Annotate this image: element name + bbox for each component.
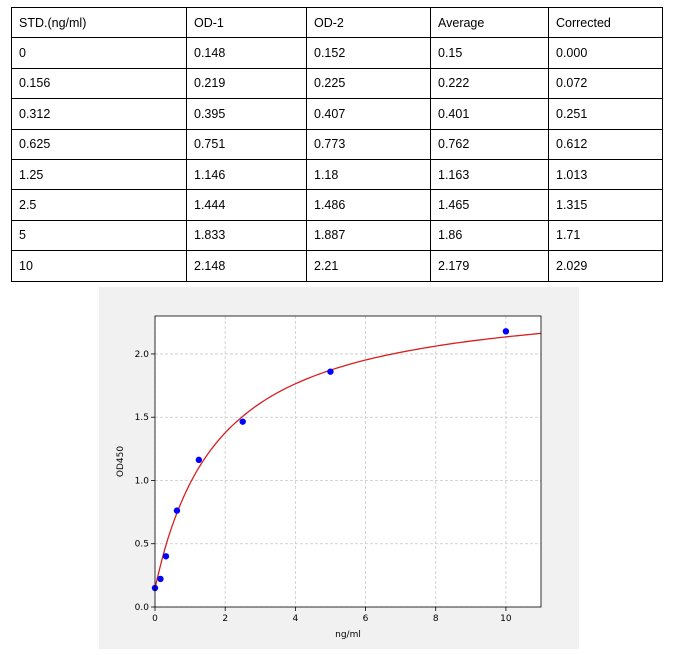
table-header-row: STD.(ng/ml) OD-1 OD-2 Average Corrected [11,6,663,39]
table-cell: 0.401 [430,98,549,130]
table-cell: 1.833 [186,219,307,252]
table-header-cell: STD.(ng/ml) [11,6,187,39]
data-point [239,418,246,425]
standard-curve-chart: 0 2 4 6 8 10 0.0 0.5 1.0 1.5 2.0 ng/ml OD450 [116,315,542,640]
table-cell: 0.225 [306,67,431,100]
y-tick-label: 0.0 [135,603,150,613]
table-row: 0 0.148 0.152 0.15 0.000 [11,37,663,69]
table-cell: 0 [11,37,187,69]
table-row: 10 2.148 2.21 2.179 2.029 [11,250,663,282]
table-cell: 0.312 [11,98,187,130]
table-cell: 0.156 [11,67,187,100]
table-cell: 1.86 [430,219,549,252]
table-header-cell: Average [430,6,549,39]
standard-curve-table: STD.(ng/ml) OD-1 OD-2 Average Corrected 0 0.14… [11,6,663,282]
data-point [173,507,181,514]
table-cell: 0.773 [306,128,431,160]
data-point [502,328,510,335]
table-cell: 1.444 [186,189,307,221]
table-cell: 1.013 [548,158,663,191]
table-cell: 1.163 [430,158,549,191]
table-header-cell: OD-1 [186,6,307,39]
table-cell: 0.251 [548,98,663,130]
table-cell: 5 [11,219,187,252]
table-cell: 1.887 [306,219,431,252]
data-point [157,575,164,583]
table-row: 5 1.833 1.887 1.86 1.71 [11,219,663,252]
x-axis-label: ng/ml [335,630,361,640]
x-tick-label: 6 [363,614,369,624]
table-cell: 0.612 [548,128,663,160]
table-cell: 1.71 [548,219,663,252]
table-body: STD.(ng/ml) OD-1 OD-2 Average Corrected 0 0.14… [11,6,663,282]
y-tick-label: 1.5 [135,413,149,423]
table-cell: 0.219 [186,67,307,100]
table-row: 1.25 1.146 1.18 1.163 1.013 [11,158,663,191]
table-header-cell: OD-2 [306,6,431,39]
table-cell: 2.21 [306,250,431,282]
table-cell: 0.152 [306,37,431,69]
table-cell: 0.407 [306,98,431,130]
table-cell: 0.000 [548,37,663,69]
table-cell: 0.762 [430,128,549,160]
chart-panel: 0 2 4 6 8 10 0.0 0.5 1.0 1.5 2.0 ng/ml OD450 [99,287,579,649]
data-point [195,456,203,464]
table-cell: 1.465 [430,189,549,221]
table-cell: 1.315 [548,189,663,221]
table-row: 2.5 1.444 1.486 1.465 1.315 [11,189,663,221]
y-tick-label: 0.5 [135,540,149,550]
table-cell: 1.25 [11,158,187,191]
x-tick-label: 0 [152,614,158,624]
data-point [327,368,334,375]
table-header-cell: Corrected [548,6,663,39]
table-cell: 0.395 [186,98,307,130]
table-cell: 2.179 [430,250,549,282]
table-row: 0.312 0.395 0.407 0.401 0.251 [11,98,663,130]
plot-frame [154,315,542,608]
y-tick-label: 2.0 [135,350,150,360]
x-tick-label: 2 [222,614,228,624]
plot-area [155,316,541,607]
y-axis-label: OD450 [116,446,126,477]
y-tick-label: 1.0 [135,476,150,486]
table-cell: 0.15 [430,37,549,69]
table-cell: 10 [11,250,187,282]
table-cell: 2.148 [186,250,307,282]
x-tick-label: 8 [433,614,439,624]
table-cell: 0.222 [430,67,549,100]
table-cell: 1.18 [306,158,431,191]
table-cell: 1.486 [306,189,431,221]
table-cell: 2.029 [548,250,663,282]
table-cell: 0.072 [548,67,663,100]
x-tick-label: 4 [292,614,298,624]
table-row: 0.156 0.219 0.225 0.222 0.072 [11,67,663,100]
table-cell: 0.751 [186,128,307,160]
table-row: 0.625 0.751 0.773 0.762 0.612 [11,128,663,160]
x-tick-label: 10 [500,614,512,624]
data-point [162,553,170,560]
table-cell: 1.146 [186,158,307,191]
table-cell: 0.625 [11,128,187,160]
table-cell: 0.148 [186,37,307,69]
table-cell: 2.5 [11,189,187,221]
